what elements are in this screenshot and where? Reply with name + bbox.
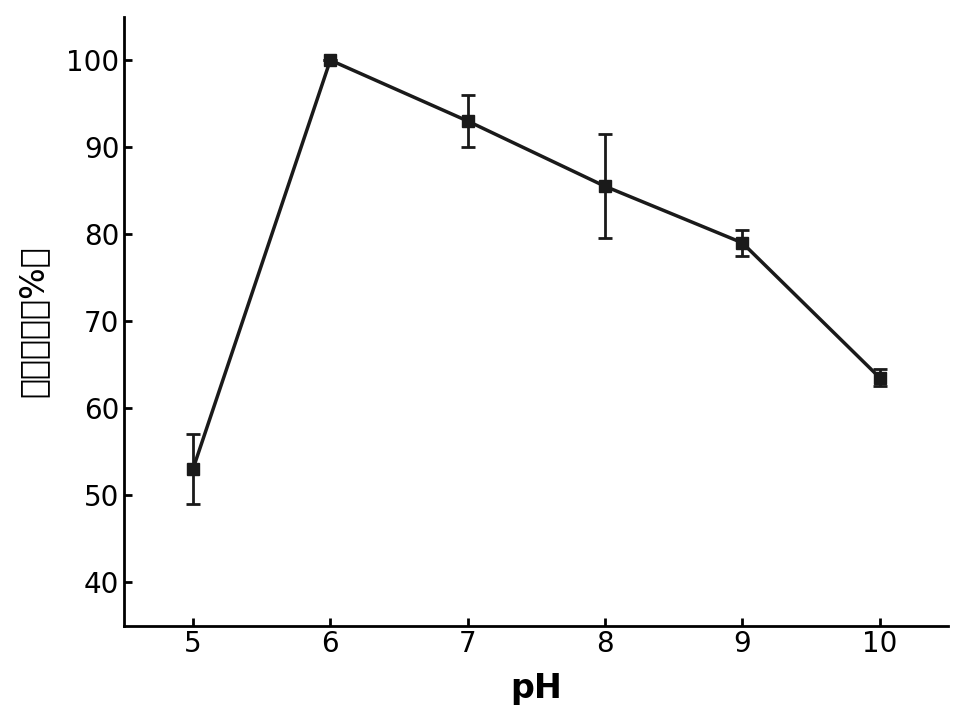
Y-axis label: 相对活性（%）: 相对活性（%） xyxy=(16,245,49,397)
X-axis label: pH: pH xyxy=(510,672,563,705)
